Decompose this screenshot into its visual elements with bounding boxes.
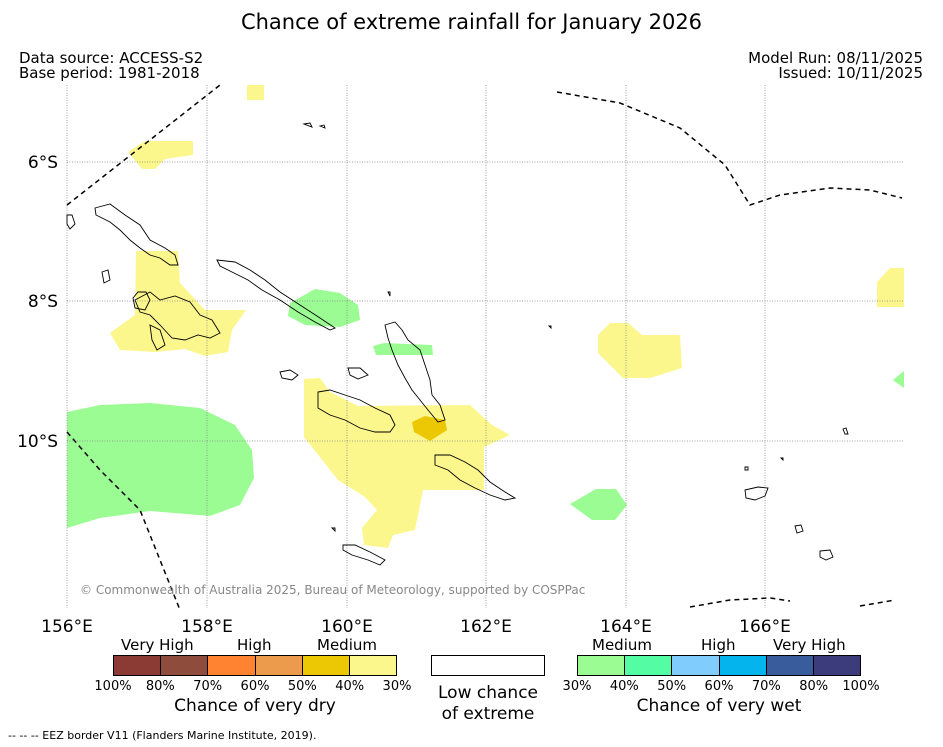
- wet-tick-label: 80%: [799, 679, 829, 694]
- eez-footer-note: -- -- -- EEZ border V11 (Flanders Marine…: [8, 729, 317, 742]
- dry-region: [110, 251, 246, 356]
- base-period: Base period: 1981-2018: [19, 64, 200, 82]
- dry-tick-label: 30%: [382, 679, 412, 694]
- island-ndeni: [744, 486, 769, 501]
- wet-swatch: [672, 656, 720, 675]
- eez-borders: [66, 84, 903, 611]
- dry-tick-label: 70%: [193, 679, 223, 694]
- lat-label: 8°S: [28, 292, 58, 312]
- dry-swatch: [349, 656, 397, 675]
- island-new-georgia: [134, 291, 221, 341]
- wet-tick-label: 30%: [562, 679, 592, 694]
- island-small-a: [318, 124, 326, 129]
- wet-level-medium: Medium: [592, 636, 652, 654]
- wet-region: [288, 289, 360, 327]
- dry-tick-label: 100%: [94, 679, 132, 694]
- lat-label: 6°S: [28, 153, 58, 173]
- lon-label: 158°E: [181, 617, 233, 637]
- wet-colorbar: [577, 655, 861, 676]
- chart-title: Chance of extreme rainfall for January 2…: [240, 10, 703, 34]
- island-utupua: [794, 524, 804, 534]
- island-shortlands: [66, 214, 76, 230]
- probability-regions: [67, 85, 904, 548]
- wet-tick-label: 70%: [751, 679, 781, 694]
- island-guadalcanal: [317, 389, 396, 433]
- model-run: Model Run: 08/11/2025: [748, 49, 923, 67]
- island-small-c: [842, 427, 849, 435]
- lon-label: 156°E: [41, 617, 93, 637]
- dry-level-very-high: Very High: [121, 636, 194, 654]
- island-russell: [279, 369, 299, 381]
- island-buka: [101, 269, 111, 284]
- dry-swatch: [302, 656, 350, 675]
- dry-tick-label: 50%: [287, 679, 317, 694]
- island-small-f: [387, 291, 391, 297]
- dry-swatch: [255, 656, 303, 675]
- dry-caption: Chance of very dry: [174, 696, 336, 716]
- data-source: Data source: ACCESS-S2: [19, 49, 204, 67]
- wet-region: [373, 343, 433, 355]
- dry-region: [304, 378, 510, 548]
- dry-region: [877, 268, 904, 307]
- gridlines: [66, 85, 904, 608]
- wet-tick-label: 40%: [609, 679, 639, 694]
- island-bougainville: [94, 203, 179, 266]
- dry-region: [128, 141, 193, 169]
- wet-swatch: [625, 656, 673, 675]
- island-florida: [347, 367, 369, 380]
- wet-tick-label: 100%: [842, 679, 880, 694]
- dry-swatch: [161, 656, 209, 675]
- wet-swatch: [578, 656, 626, 675]
- dry-level-medium: Medium: [317, 636, 377, 654]
- lat-label: 10°S: [17, 432, 58, 452]
- dry-swatch: [114, 656, 162, 675]
- lon-label: 162°E: [460, 617, 512, 637]
- wet-tick-label: 60%: [704, 679, 734, 694]
- wet-region: [570, 489, 627, 520]
- island-rennell: [342, 544, 386, 566]
- dry-level-high: High: [237, 636, 272, 654]
- island-small-g: [330, 527, 336, 533]
- wet-caption: Chance of very wet: [636, 696, 802, 716]
- dry-tick-label: 40%: [335, 679, 365, 694]
- wet-tick-label: 50%: [657, 679, 687, 694]
- copyright-note: © Commonwealth of Australia 2025, Bureau…: [80, 583, 585, 597]
- low-chance-caption-2: of extreme: [441, 704, 535, 724]
- dry-tick-label: 60%: [240, 679, 270, 694]
- island-vella: [132, 291, 151, 311]
- low-chance-swatch: [431, 655, 545, 676]
- island-malaita: [384, 321, 446, 423]
- dry-region: [598, 323, 682, 378]
- wet-region: [67, 403, 254, 528]
- island-choiseul: [216, 259, 336, 331]
- island-makira: [434, 454, 517, 501]
- wet-level-very-high: Very High: [773, 636, 846, 654]
- island-ontong: [302, 122, 313, 128]
- island-small-d: [744, 466, 749, 471]
- wet-region: [893, 371, 904, 388]
- island-santa-isabel-small: [149, 324, 166, 351]
- island-small-e: [779, 457, 784, 462]
- island-vanikoro: [819, 549, 834, 561]
- issued-date: Issued: 10/11/2025: [778, 64, 923, 82]
- lon-label: 160°E: [321, 617, 373, 637]
- dry-colorbar: [113, 655, 397, 676]
- dry-tick-label: 80%: [145, 679, 175, 694]
- low-chance-caption-1: Low chance: [438, 683, 538, 703]
- lon-label: 166°E: [739, 617, 791, 637]
- coastlines: [66, 122, 849, 566]
- dry-swatch: [208, 656, 256, 675]
- wet-swatch: [766, 656, 814, 675]
- axis-labels: 6°S 8°S 10°S 156°E 158°E 160°E 162°E 164…: [17, 153, 791, 637]
- lon-label: 164°E: [600, 617, 652, 637]
- wet-swatch: [719, 656, 767, 675]
- wet-level-high: High: [701, 636, 736, 654]
- wet-swatch: [813, 656, 861, 675]
- island-small-b: [547, 325, 552, 330]
- dry-region: [247, 85, 264, 100]
